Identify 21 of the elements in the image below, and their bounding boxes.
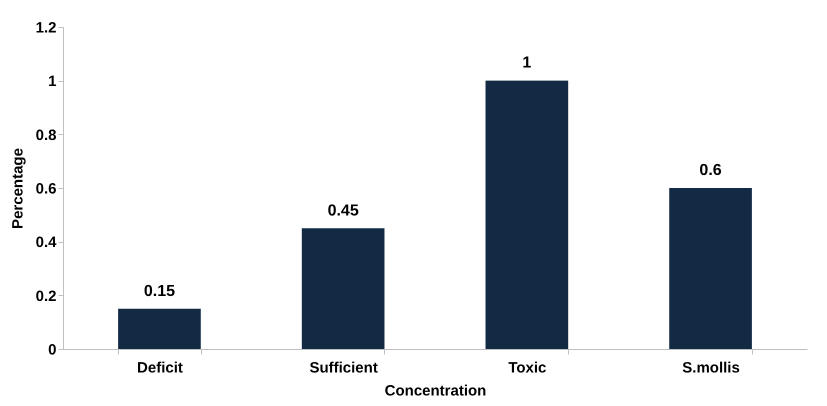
data-label: 1 (522, 54, 532, 72)
y-tick-label: 0.6 (36, 180, 56, 198)
y-tick-label: 0.4 (36, 234, 58, 252)
y-tick-label: 0 (48, 342, 56, 358)
data-label: 0.15 (144, 282, 176, 300)
y-axis-title: Percentage (10, 148, 27, 229)
y-tick-label: 0.8 (36, 126, 56, 144)
x-tick-label: Deficit (137, 360, 183, 376)
bar (669, 188, 752, 349)
x-tick-label: Toxic (508, 360, 546, 376)
bar (118, 308, 201, 349)
y-tick-label: 1 (48, 73, 56, 90)
data-label: 0.6 (699, 162, 722, 179)
bar (302, 228, 384, 349)
y-tick-label: 1.2 (36, 20, 56, 36)
data-label: 0.45 (328, 202, 359, 220)
y-tick-label: 0.2 (36, 288, 56, 305)
x-tick-label: Sufficient (309, 360, 378, 376)
bar (486, 80, 568, 349)
x-tick-label: S.mollis (682, 360, 740, 376)
x-axis-title: Concentration (384, 382, 486, 400)
